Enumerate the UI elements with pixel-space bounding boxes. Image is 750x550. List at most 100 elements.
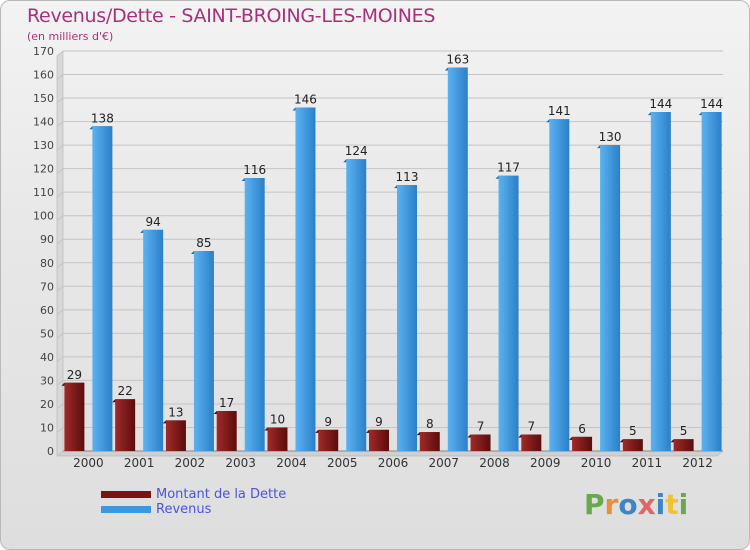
x-tick-label: 2009: [530, 456, 561, 470]
y-tick-label: 30: [40, 374, 54, 387]
bar-debt: [622, 439, 643, 451]
legend-label-debt: Montant de la Dette: [156, 487, 287, 502]
gridline-wall: [56, 121, 64, 127]
bar-debt: [267, 427, 288, 451]
proxiti-logo: Proxiti: [584, 488, 688, 521]
data-label-debt: 5: [629, 424, 637, 438]
bar-debt: [115, 399, 136, 451]
gridline-wall: [56, 427, 64, 433]
y-tick-label: 170: [33, 45, 54, 58]
data-label-revenus: 117: [497, 161, 520, 175]
logo-letter: o: [618, 488, 638, 521]
bar-revenus: [295, 107, 316, 452]
gridline-wall: [56, 262, 64, 269]
x-tick-label: 2005: [327, 456, 358, 470]
data-label-debt: 22: [118, 384, 133, 398]
data-label-debt: 9: [324, 415, 332, 429]
logo-letter: r: [604, 488, 619, 521]
y-tick-label: 40: [40, 351, 54, 364]
gridline-wall: [56, 403, 64, 410]
y-tick-label: 110: [33, 186, 54, 199]
gridline-wall: [56, 74, 64, 80]
data-label-debt: 8: [426, 417, 434, 431]
bar-revenus: [549, 119, 570, 451]
bar-revenus: [650, 112, 671, 452]
bar-debt: [216, 411, 237, 451]
bar-debt: [318, 429, 339, 451]
data-label-revenus: 144: [700, 97, 723, 111]
data-label-debt: 6: [578, 422, 586, 436]
y-tick-label: 50: [40, 327, 54, 340]
logo-letter: x: [637, 488, 656, 521]
y-tick-label: 70: [40, 280, 54, 293]
chart-title: Revenus/Dette - SAINT-BROING-LES-MOINES: [27, 5, 436, 27]
bar-debt: [419, 432, 440, 451]
bar-revenus: [701, 112, 722, 452]
data-label-debt: 7: [477, 420, 485, 434]
x-tick-label: 2011: [632, 456, 663, 470]
gridline-wall: [56, 191, 64, 198]
chart-subtitle: (en milliers d'€): [27, 30, 114, 43]
legend-label-revenus: Revenus: [156, 502, 212, 517]
gridline-wall: [56, 356, 64, 363]
gridline-wall: [56, 168, 64, 175]
legend: Montant de la Dette Revenus: [101, 487, 286, 517]
data-label-revenus: 163: [446, 52, 469, 66]
gridline-wall: [56, 215, 64, 222]
gridline-wall: [56, 285, 64, 292]
logo-letter: P: [584, 488, 605, 521]
gridline-wall: [56, 50, 64, 57]
data-label-revenus: 146: [294, 92, 317, 106]
data-label-debt: 13: [168, 405, 183, 419]
y-tick-label: 0: [47, 445, 54, 458]
bar-revenus: [244, 178, 265, 451]
data-label-debt: 9: [375, 415, 383, 429]
data-label-revenus: 144: [649, 97, 672, 111]
data-label-revenus: 94: [146, 215, 161, 229]
gridline-wall: [56, 238, 64, 245]
legend-item-debt: Montant de la Dette: [101, 487, 286, 502]
bar-revenus: [600, 145, 621, 451]
y-tick-label: 160: [33, 69, 54, 82]
y-tick-label: 120: [33, 163, 54, 176]
gridline-wall: [56, 450, 64, 457]
gridline-wall: [56, 309, 64, 316]
y-tick-label: 20: [40, 398, 54, 411]
x-tick-label: 2012: [682, 456, 713, 470]
gridline-wall: [56, 97, 64, 104]
x-tick-label: 2000: [73, 456, 104, 470]
y-tick-label: 80: [40, 257, 54, 270]
bar-debt: [64, 382, 85, 451]
x-tick-label: 2001: [124, 456, 155, 470]
x-tick-label: 2002: [175, 456, 206, 470]
legend-item-revenus: Revenus: [101, 502, 286, 517]
bar-debt: [673, 439, 694, 451]
bar-revenus: [143, 229, 164, 451]
data-label-revenus: 130: [599, 130, 622, 144]
data-label-debt: 5: [680, 424, 688, 438]
x-tick-label: 2003: [225, 456, 256, 470]
y-tick-label: 90: [40, 233, 54, 246]
data-label-revenus: 124: [345, 144, 368, 158]
bar-debt: [165, 420, 186, 451]
y-tick-label: 130: [33, 139, 54, 152]
x-tick-label: 2007: [428, 456, 459, 470]
bar-revenus: [92, 126, 113, 451]
bar-debt: [470, 434, 491, 451]
data-label-revenus: 141: [548, 104, 571, 118]
data-label-revenus: 113: [396, 170, 419, 184]
bar-debt: [572, 436, 593, 451]
y-tick-label: 60: [40, 304, 54, 317]
y-tick-label: 150: [33, 92, 54, 105]
logo-letter: i: [678, 488, 689, 521]
y-tick-label: 140: [33, 116, 54, 129]
y-tick-label: 100: [33, 210, 54, 223]
logo-letter: i: [655, 488, 666, 521]
x-tick-label: 2010: [581, 456, 612, 470]
chart-left-wall: [56, 50, 64, 457]
bar-revenus: [397, 185, 417, 451]
gridline-wall: [56, 144, 64, 151]
data-label-debt: 7: [527, 420, 535, 434]
